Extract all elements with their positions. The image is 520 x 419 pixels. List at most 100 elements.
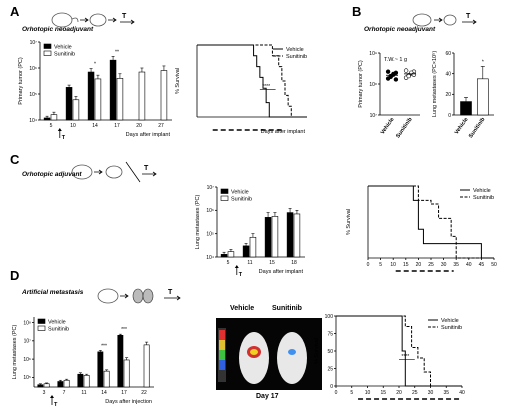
- C-bar-x-tick-label: 5: [227, 260, 230, 266]
- C-surv-x-tick-label: 0: [367, 262, 370, 268]
- mouse-schematic-icon-c: T: [71, 161, 157, 183]
- A-surv-curve-sunitinib: [197, 44, 307, 118]
- D-bar-y-tick-label: 10⁷: [24, 339, 32, 345]
- treatment-marker-d: T: [168, 289, 173, 296]
- D-bar-bar-sunitinib: [123, 359, 130, 388]
- D-surv-x-tick-label: 30: [428, 390, 434, 396]
- D-bar-legend-swatch: [37, 318, 46, 324]
- D-bar-legend-label: Vehicle: [48, 320, 66, 326]
- D-surv-y-tick-label: 100: [325, 314, 334, 320]
- D-surv-x-tick-label: 10: [365, 390, 371, 396]
- C-bar-bar-vehicle: [220, 254, 228, 258]
- treatment-marker-a: T: [122, 13, 127, 20]
- B-bar-x-tick-label: Sunitinib: [468, 116, 487, 139]
- D-bar-y-tick-label: 10⁵: [23, 375, 31, 381]
- B-bar-x-tick-label: Vehicle: [454, 117, 470, 136]
- A-bar-x-tick-label: 20: [136, 123, 142, 129]
- A-bar-significance: **: [115, 49, 119, 55]
- A-bar-x-tick-label: 17: [114, 123, 120, 129]
- D-surv-significance: ****: [401, 354, 409, 360]
- B-bar-bar-vehicle: [460, 101, 472, 116]
- C-bar-x-tick-label: 18: [291, 260, 297, 266]
- A-bar-x-tick-label: 14: [92, 123, 98, 129]
- A-bar-bar-vehicle: [87, 71, 95, 121]
- B-scatter-point-vehicle: [393, 77, 399, 82]
- A-bar-bar-sunitinib: [116, 78, 124, 121]
- photo-label-sunitinib: Sunitinib: [272, 305, 302, 312]
- C-bar-x-label: Days after implant: [259, 269, 304, 275]
- C-bar-y-label: Lung metastases (PC): [195, 194, 201, 249]
- D-surv-x-tick-label: 25: [412, 390, 418, 396]
- C-surv-curve-sunitinib: [368, 185, 494, 259]
- D-bar-bar-sunitinib: [143, 344, 150, 388]
- C-bar-bar-vehicle: [264, 217, 272, 258]
- C-surv-x-tick-label: 45: [479, 262, 485, 268]
- D-bar-x-tick-label: 17: [121, 390, 127, 396]
- A-bar-legend-label: Sunitinib: [54, 52, 75, 58]
- A-surv-y-label: % Survival: [175, 68, 181, 94]
- D-bar-bar-sunitinib: [83, 375, 90, 388]
- C-surv-x-tick-label: 40: [466, 262, 472, 268]
- A-bar-x-label: Days after implant: [126, 132, 171, 138]
- B-scatter-point-sunitinib: [406, 73, 411, 79]
- mouse-schematic-icon-b: T: [412, 13, 477, 27]
- panel-letter-c: C: [10, 152, 20, 167]
- D-bar-y-tick-label: 10⁶: [23, 357, 31, 363]
- treatment-marker-c: T: [144, 165, 149, 172]
- B-scatter-point-sunitinib: [403, 68, 409, 73]
- C-bar-legend-swatch: [220, 188, 229, 194]
- A-bar-bar-sunitinib: [94, 78, 102, 121]
- B-bar-y-tick-label: 0: [448, 113, 451, 119]
- C-surv-x-tick-label: 30: [441, 262, 447, 268]
- panel-title-b: Orhotopic neoadjuvant: [364, 26, 436, 33]
- D-bar-x-tick-label: 22: [141, 390, 147, 396]
- B-scatter-y-label: Primary tumor (PC): [358, 60, 364, 108]
- D-surv-legend-label: Sunitinib: [441, 325, 462, 331]
- D-bar-legend-label: Sunitinib: [48, 327, 69, 333]
- mice-image-icon: [218, 328, 307, 384]
- C-bar-treatment-arrowhead: [234, 265, 239, 268]
- B-scatter-x-tick-label: Sunitinib: [395, 116, 414, 139]
- A-bar-bar-vehicle: [43, 117, 51, 121]
- D-surv-y-label: % Survival: [314, 338, 320, 364]
- A-bar-bar-sunitinib: [138, 71, 146, 121]
- bioluminescence-photo: Vehicle Sunitinib: [216, 305, 322, 390]
- C-surv-x-tick-label: 25: [428, 262, 434, 268]
- C-surv-x-tick-label: 15: [403, 262, 409, 268]
- A-bar-bar-sunitinib: [72, 99, 80, 121]
- D-bar-treatment-label: T: [54, 402, 58, 408]
- D-bar-x-tick-label: 11: [81, 390, 86, 396]
- D-surv-y-tick-label: 25: [327, 366, 333, 372]
- C-bar-legend-label: Vehicle: [231, 190, 249, 196]
- D-surv-y-tick-label: 75: [327, 331, 333, 337]
- panel-letter-a: A: [10, 4, 20, 19]
- A-bar-legend-label: Vehicle: [54, 45, 72, 51]
- D-surv-y-tick-label: 50: [327, 349, 333, 355]
- D-bar-legend-swatch: [37, 325, 46, 331]
- D-surv-x-tick-label: 20: [396, 390, 402, 396]
- A-surv-curve-vehicle: [197, 44, 307, 118]
- A-bar-y-tick-label: 10⁵: [29, 92, 37, 98]
- C-surv-curve-vehicle: [368, 185, 494, 259]
- B-bar-y-tick-label: 20: [445, 92, 451, 98]
- C-bar-y-tick-label: 10⁷: [207, 185, 215, 191]
- A-bar-y-tick-label: 10⁷: [30, 40, 38, 46]
- photo-caption: Day 17: [256, 393, 279, 400]
- A-bar-x-tick-label: 10: [70, 123, 76, 129]
- C-surv-x-tick-label: 10: [390, 262, 396, 268]
- B-bar-y-tick-label: 40: [445, 71, 451, 77]
- panel-letter-b: B: [352, 4, 362, 19]
- C-bar-bar-vehicle: [286, 212, 294, 258]
- A-surv-x-label: Days after implant: [261, 129, 306, 135]
- C-surv-x-tick-label: 5: [379, 262, 382, 268]
- C-bar-x-tick-label: 15: [269, 260, 275, 266]
- A-bar-legend-swatch: [43, 50, 52, 56]
- D-bar-x-label: Days after injection: [105, 399, 152, 405]
- B-bar-bar-sunitinib: [476, 78, 489, 116]
- D-bar-significance: ***: [101, 343, 107, 349]
- treatment-marker-b: T: [466, 13, 471, 20]
- B-scatter-y-tick-label: 10⁹: [369, 51, 377, 57]
- C-surv-legend-label: Vehicle: [473, 188, 491, 194]
- C-bar-y-tick-label: 10⁶: [206, 208, 214, 214]
